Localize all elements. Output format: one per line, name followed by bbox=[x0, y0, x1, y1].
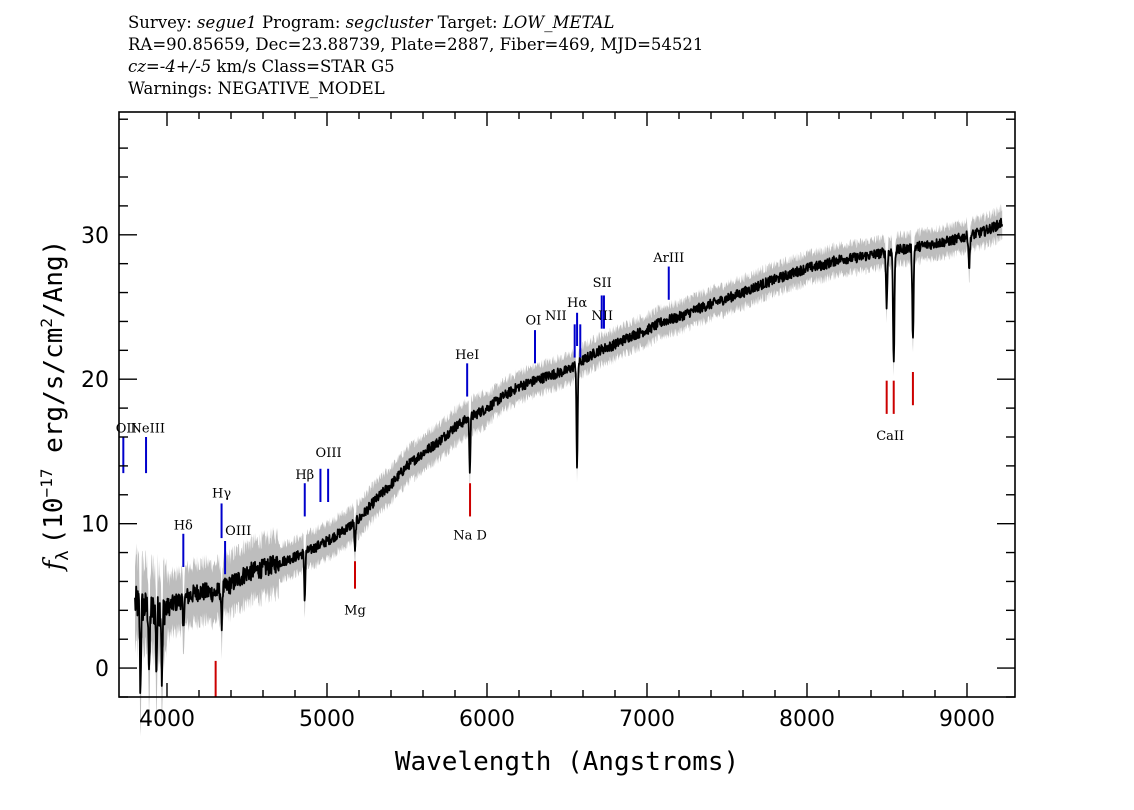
x-tick-label: 5000 bbox=[299, 707, 355, 732]
cz-value: cz=-4+/-5 bbox=[128, 57, 212, 76]
program-value: segcluster bbox=[345, 13, 433, 32]
y-axis-title: fλ(10−17 erg/s/cm2/Ang) bbox=[37, 240, 73, 573]
line-label-oi: OI bbox=[526, 313, 542, 328]
flux-line bbox=[134, 217, 1004, 694]
line-label-h-: Hδ bbox=[174, 518, 193, 533]
line-label-nii: NII bbox=[545, 309, 567, 324]
y-tick-labels: 0 10 20 30 bbox=[81, 224, 109, 682]
y-tick-label: 30 bbox=[81, 224, 109, 249]
line-label-mg: Mg bbox=[344, 604, 366, 619]
line-label-sii: SII bbox=[593, 276, 612, 291]
y-title-mid: erg/s/cm bbox=[39, 328, 69, 469]
header-line-survey: Survey: segue1 Program: segcluster Targe… bbox=[128, 12, 703, 34]
axis-ticks bbox=[119, 112, 1015, 698]
y-tick-label: 20 bbox=[81, 368, 109, 393]
header-line-warnings: Warnings: NEGATIVE_MODEL bbox=[128, 79, 385, 98]
line-label-h-: Hγ bbox=[212, 487, 231, 502]
plot-frame bbox=[118, 111, 1016, 698]
y-title-sub: λ bbox=[53, 550, 73, 560]
header-line-class: cz=-4+/-5 km/s Class=STAR G5 bbox=[128, 56, 703, 78]
x-tick-label: 9000 bbox=[939, 707, 995, 732]
class-value: km/s Class=STAR G5 bbox=[216, 57, 395, 76]
survey-value: segue1 bbox=[197, 13, 257, 32]
target-value: LOW_METAL bbox=[502, 13, 615, 32]
x-tick-label: 7000 bbox=[619, 707, 675, 732]
y-tick-label: 10 bbox=[81, 513, 109, 538]
y-title-pre: (10 bbox=[39, 497, 69, 544]
line-label-oiii: OIII bbox=[225, 524, 251, 539]
spectrum-header: Survey: segue1 Program: segcluster Targe… bbox=[128, 12, 703, 100]
line-label-nii: NII bbox=[591, 309, 613, 324]
line-label-h-: Hβ bbox=[295, 468, 314, 483]
line-label-na-d: Na D bbox=[453, 529, 487, 544]
line-label-neiii: NeIII bbox=[131, 422, 165, 437]
line-label-caii: CaII bbox=[876, 429, 904, 444]
line-label-h-: Hα bbox=[567, 296, 587, 311]
target-label: Target: bbox=[437, 13, 498, 32]
header-line-coords: RA=90.85659, Dec=23.88739, Plate=2887, F… bbox=[128, 35, 704, 54]
y-tick-label: 0 bbox=[95, 657, 109, 682]
error-band-area bbox=[135, 204, 1003, 737]
x-axis-title: Wavelength (Angstroms) bbox=[395, 747, 739, 777]
y-title-exp2: 2 bbox=[37, 318, 56, 328]
line-label-oii: OII bbox=[116, 422, 137, 437]
program-label: Program: bbox=[261, 13, 341, 32]
x-tick-label: 4000 bbox=[139, 707, 195, 732]
survey-label: Survey: bbox=[128, 13, 192, 32]
y-title-exp1: −17 bbox=[37, 469, 56, 498]
spectral-line-markers bbox=[122, 266, 914, 697]
x-tick-label: 6000 bbox=[459, 707, 515, 732]
line-label-hei: HeI bbox=[455, 348, 479, 363]
x-tick-labels: 4000 5000 6000 7000 8000 9000 bbox=[139, 707, 995, 732]
line-label-oiii: OIII bbox=[316, 446, 342, 461]
error-band bbox=[135, 204, 1003, 737]
line-label-ariii: ArIII bbox=[652, 251, 684, 266]
x-tick-label: 8000 bbox=[779, 707, 835, 732]
y-title-post: /Ang) bbox=[39, 240, 69, 318]
flux-series bbox=[134, 217, 1004, 694]
